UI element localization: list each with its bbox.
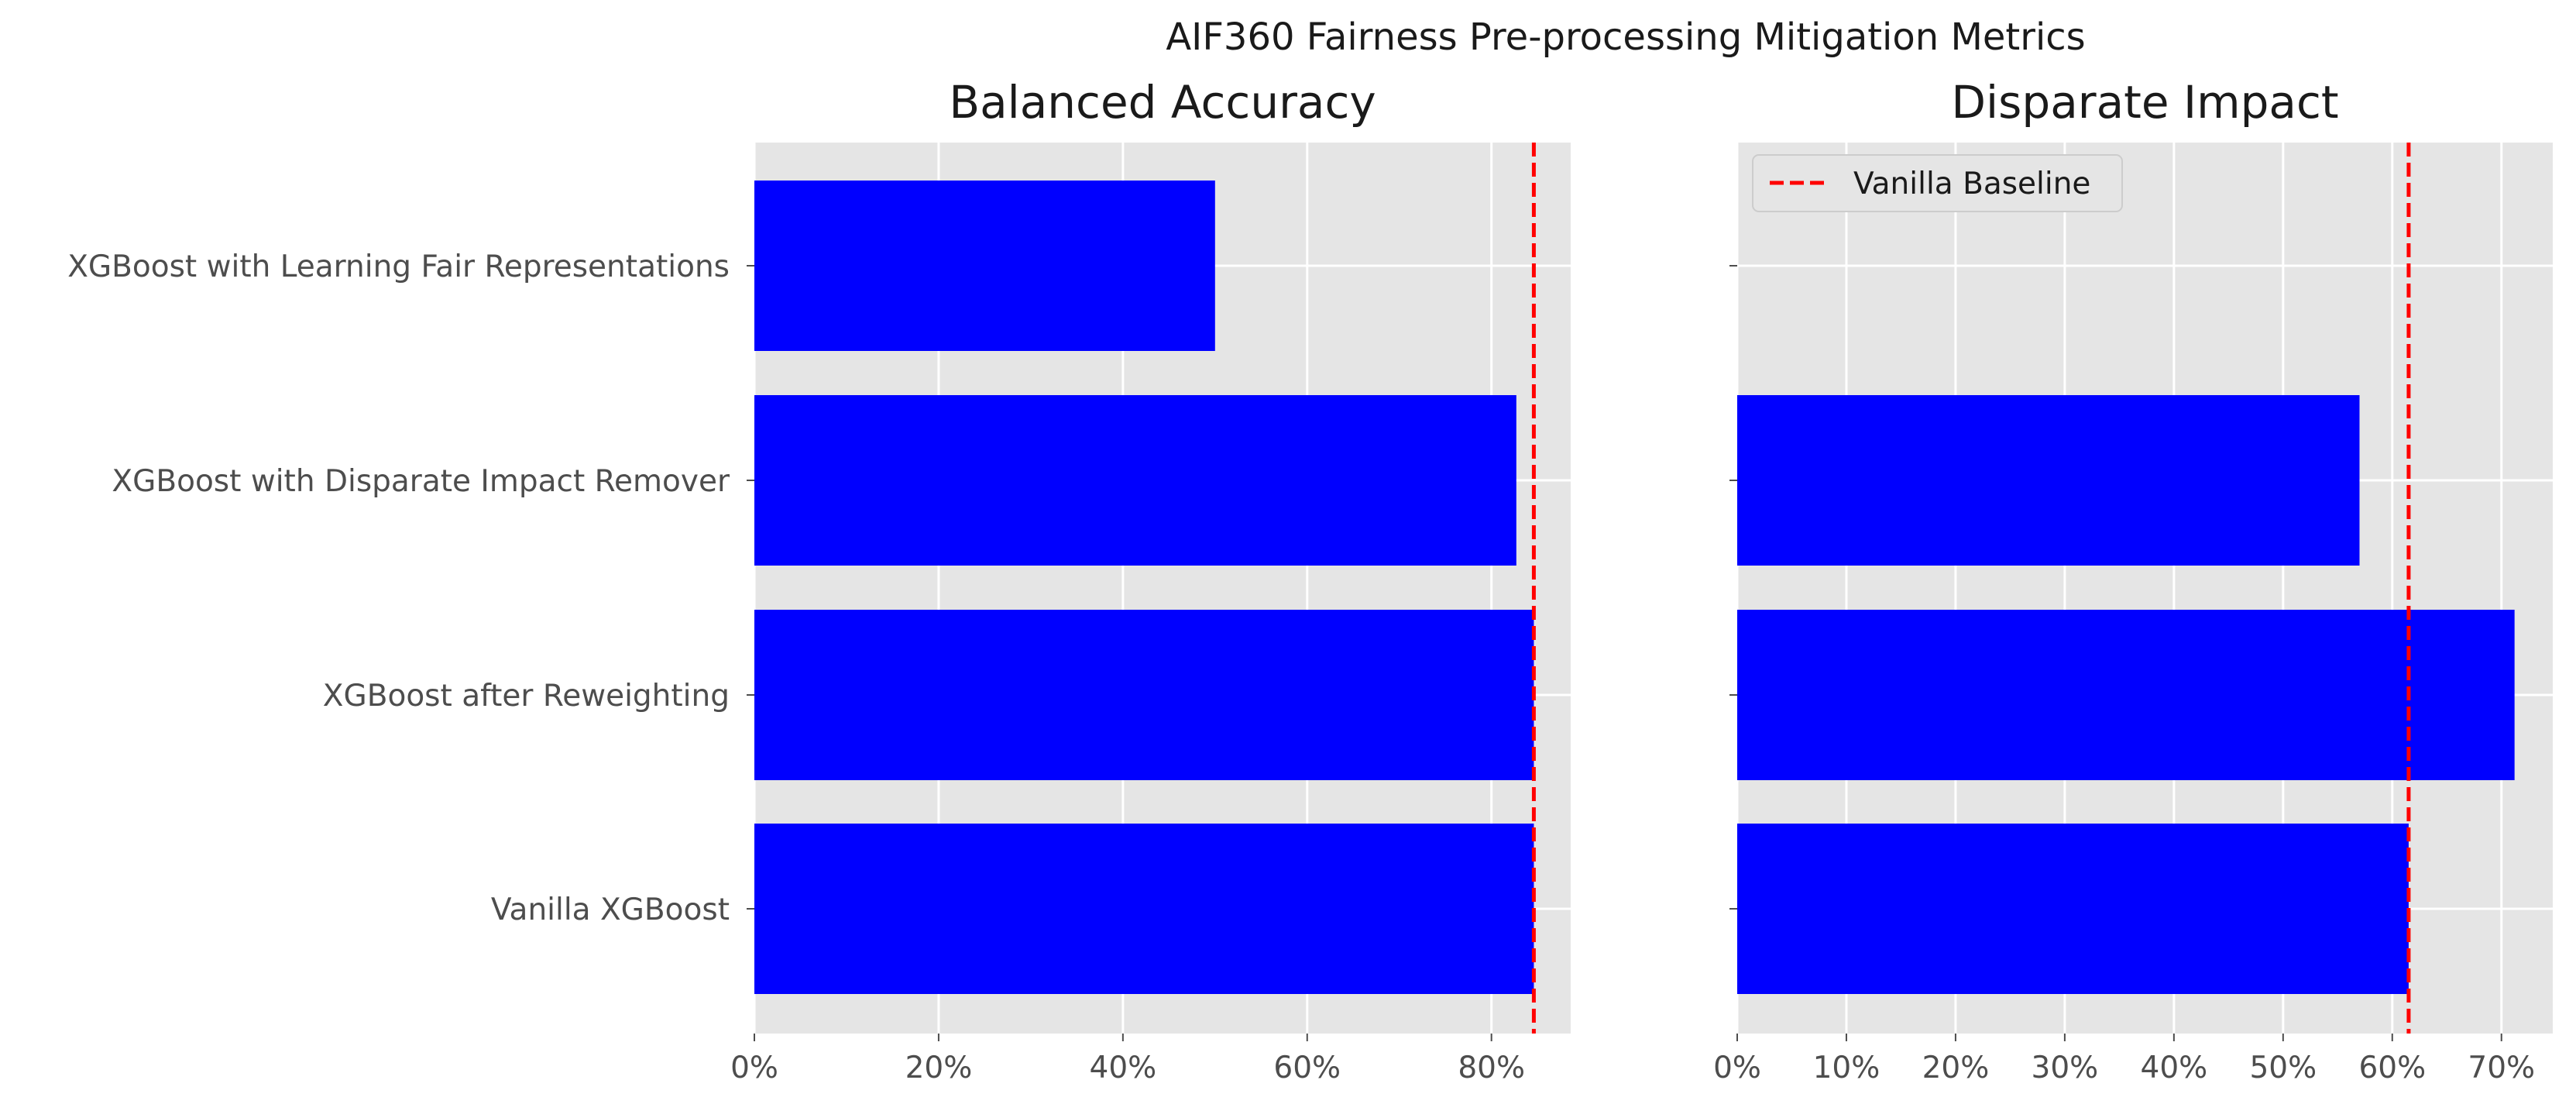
x-tick-label: 10%: [1813, 1051, 1880, 1085]
x-tick-label: 40%: [2141, 1051, 2208, 1085]
x-tick-label: 0%: [730, 1051, 778, 1085]
panel-title: Disparate Impact: [1951, 76, 2338, 129]
y-tick-label: XGBoost with Learning Fair Representatio…: [67, 249, 730, 284]
x-tick-label: 20%: [905, 1051, 973, 1085]
bar-0: [754, 181, 1215, 351]
chart-suptitle: AIF360 Fairness Pre-processing Mitigatio…: [1166, 15, 2085, 59]
x-tick-label: 60%: [2358, 1051, 2426, 1085]
x-tick-label: 50%: [2249, 1051, 2317, 1085]
bar-3: [754, 824, 1534, 994]
x-tick-label: 70%: [2468, 1051, 2535, 1085]
x-tick-label: 60%: [1273, 1051, 1341, 1085]
x-tick-label: 0%: [1713, 1051, 1761, 1085]
legend-label: Vanilla Baseline: [1853, 167, 2090, 201]
x-tick-label: 80%: [1458, 1051, 1525, 1085]
legend-box: [1752, 154, 2123, 212]
legend: Vanilla Baseline: [1752, 154, 2123, 212]
panel-title: Balanced Accuracy: [949, 76, 1376, 129]
y-tick-label: XGBoost with Disparate Impact Remover: [112, 464, 730, 499]
panel-disparate-impact: Disparate Impact 0% 10% 20% 30% 40% 50% 60% 70% V…: [1713, 76, 2553, 1085]
x-tick-label: 40%: [1090, 1051, 1157, 1085]
bar-3: [1737, 824, 2409, 994]
bar-1: [754, 395, 1516, 566]
bar-1: [1737, 395, 2360, 566]
y-tick-label: Vanilla XGBoost: [491, 893, 730, 927]
panel-balanced-accuracy: Balanced Accuracy 0% 20% 40% 60% 80% XGBoost w…: [67, 76, 1571, 1085]
x-tick-label: 30%: [2032, 1051, 2099, 1085]
bar-2: [754, 610, 1534, 780]
x-tick-label: 20%: [1922, 1051, 1990, 1085]
bar-2: [1737, 610, 2515, 780]
y-tick-label: XGBoost after Reweighting: [323, 679, 730, 714]
